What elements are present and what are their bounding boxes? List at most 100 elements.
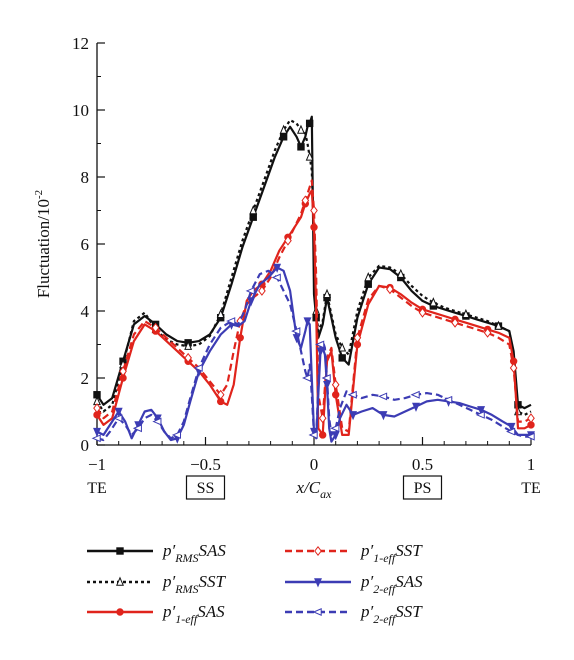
data-point (349, 411, 358, 421)
data-point (338, 342, 347, 352)
legend-item: p′2-effSST (285, 602, 423, 626)
annotation-box (402, 475, 443, 500)
annotation-box (185, 475, 226, 500)
legend-marker (116, 547, 124, 555)
x-tick-label: −0.5 (190, 455, 221, 474)
data-point (171, 430, 181, 439)
data-point (475, 410, 485, 419)
data-point (284, 235, 292, 246)
data-point (396, 268, 405, 278)
data-point (151, 322, 160, 333)
legend-label: p′RMSSAS (162, 541, 226, 565)
data-point (386, 284, 394, 295)
data-point (297, 124, 305, 134)
legend-label: p′RMSSST (162, 572, 227, 596)
data-point (310, 205, 318, 216)
data-point (364, 272, 373, 282)
data-point (477, 406, 486, 416)
data-point (113, 414, 123, 423)
data-point (291, 327, 301, 336)
series-5 (91, 269, 535, 443)
data-point (338, 354, 346, 362)
y-tick-label: 4 (81, 302, 90, 321)
data-point (506, 427, 516, 436)
data-point (379, 411, 388, 421)
data-point (216, 389, 225, 400)
data-point (451, 317, 459, 328)
data-point (91, 434, 101, 443)
data-point (330, 424, 340, 433)
y-tick-label: 6 (81, 235, 90, 254)
legend-marker (314, 578, 322, 588)
data-point (353, 332, 362, 343)
data-point (315, 340, 325, 349)
data-point (443, 395, 453, 404)
data-point (273, 263, 282, 273)
data-point (249, 205, 258, 215)
data-point (132, 424, 142, 433)
legend-marker (116, 576, 124, 586)
data-point (323, 288, 331, 298)
data-point (301, 195, 310, 206)
data-point (509, 362, 518, 373)
x-tick-label: 0.5 (412, 455, 433, 474)
data-point (305, 119, 314, 128)
data-point (119, 366, 127, 377)
x-annotation: SS (197, 480, 215, 497)
data-point (303, 317, 312, 327)
data-point (93, 427, 101, 438)
x-axis-title: x/Cax (296, 478, 333, 501)
data-point (247, 297, 256, 307)
y-axis-title: Fluctuation/10-2 (33, 190, 53, 298)
legend-label: p′1-effSAS (162, 602, 225, 626)
series-line (96, 266, 531, 443)
data-point (258, 285, 266, 296)
x-tick-label: −1 (88, 455, 106, 474)
data-point (297, 143, 305, 151)
data-point (347, 390, 357, 399)
data-point (302, 374, 312, 382)
data-point (412, 402, 420, 412)
legend-item: p′RMSSST (87, 572, 227, 596)
data-point (410, 390, 420, 399)
data-point (279, 133, 288, 141)
x-tick-label: 1 (527, 455, 536, 474)
data-point (318, 413, 327, 424)
data-point (318, 431, 327, 439)
data-point (377, 392, 388, 401)
data-point (331, 379, 340, 390)
y-tick-label: 12 (72, 34, 89, 53)
data-point (93, 403, 101, 414)
data-point (184, 352, 192, 363)
data-point (305, 151, 314, 161)
x-annotation: TE (521, 480, 541, 497)
data-point (226, 317, 236, 326)
legend-item: p′1-effSAS (87, 602, 225, 626)
data-point (114, 407, 123, 417)
data-point (184, 340, 193, 350)
legend-item: p′1-effSST (285, 541, 423, 565)
data-point (527, 413, 535, 424)
data-point (331, 431, 340, 441)
data-point (193, 363, 203, 372)
y-tick-label: 10 (72, 101, 89, 120)
data-point (507, 422, 516, 433)
legend-label: p′2-effSAS (360, 572, 423, 596)
data-point (483, 327, 492, 338)
data-point (245, 286, 255, 295)
y-tick-label: 8 (81, 168, 90, 187)
legend-marker (314, 545, 322, 557)
legend-item: p′RMSSAS (87, 541, 226, 565)
data-point (271, 273, 281, 282)
data-point (321, 374, 331, 382)
data-point (525, 432, 535, 441)
data-point (308, 430, 318, 439)
x-tick-label: 0 (310, 455, 319, 474)
data-point (216, 308, 225, 319)
y-tick-label: 2 (81, 369, 90, 388)
x-annotation: PS (414, 480, 432, 497)
data-point (152, 417, 162, 426)
legend-marker (116, 608, 124, 616)
y-tick-label: 0 (81, 436, 90, 455)
